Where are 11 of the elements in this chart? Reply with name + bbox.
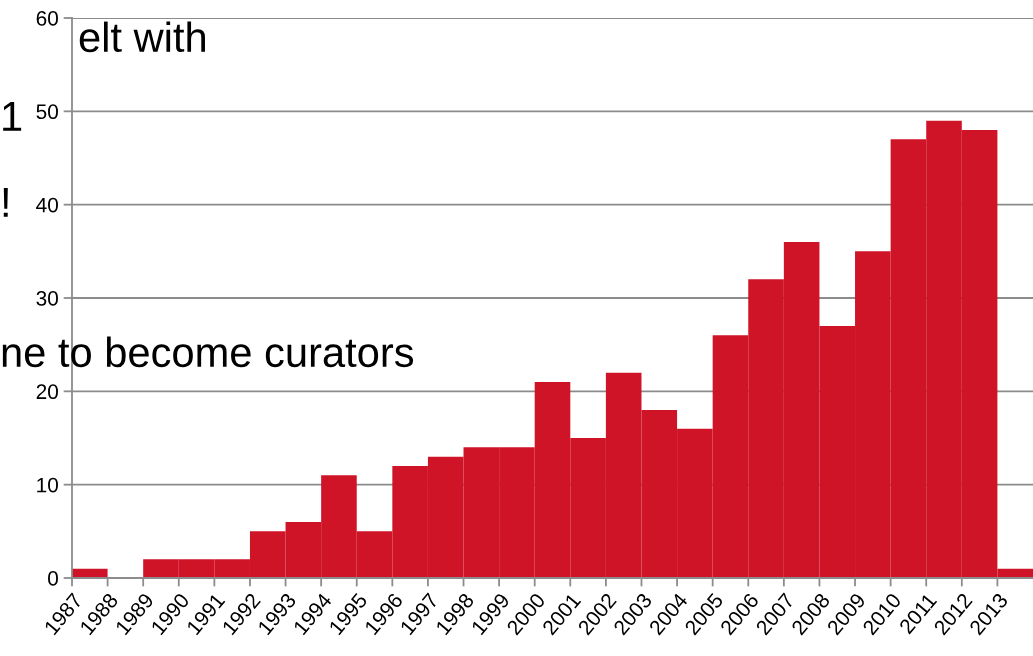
text: 1 xyxy=(3,102,22,131)
y-tick-label: 30 xyxy=(36,291,58,306)
text: ! xyxy=(3,188,8,217)
y-tick-label: 0 xyxy=(48,571,58,586)
y-tick-label: 10 xyxy=(37,477,58,493)
y-tick-label: 60 xyxy=(36,11,58,26)
y-tick-label: 40 xyxy=(36,197,58,213)
annotation: ne to become curators xyxy=(2,336,414,368)
y-tick-label: 50 xyxy=(36,104,58,120)
annotation: elt with xyxy=(79,21,205,53)
y-tick-label: 20 xyxy=(36,384,58,400)
